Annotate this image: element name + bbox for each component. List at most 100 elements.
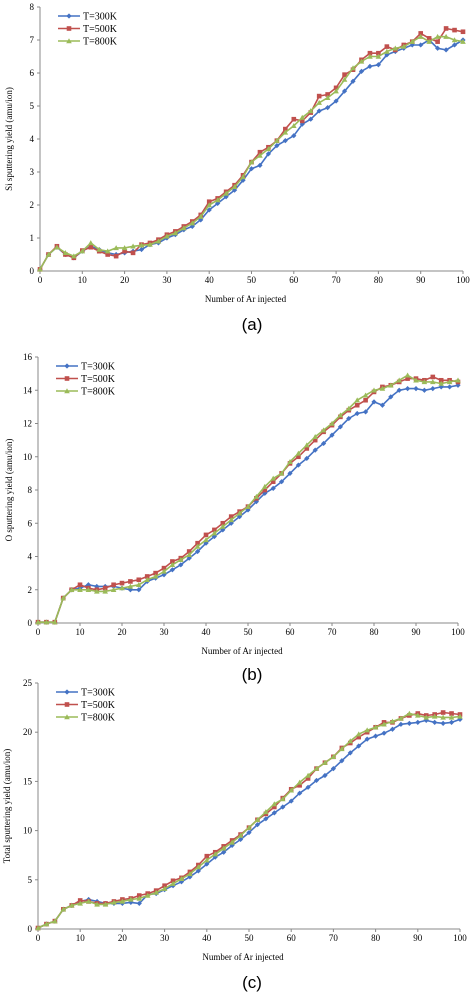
y-tick-label: 0 [30,266,35,276]
x-tick-label: 100 [453,933,467,943]
series-T=300K [35,716,463,931]
data-point [330,754,337,759]
y-tick-label: 6 [30,68,35,78]
data-point [350,78,356,84]
data-point [195,548,201,555]
x-tick-label: 90 [412,627,422,637]
data-point [162,883,167,889]
data-point [426,36,432,41]
series-T=800K [37,33,466,272]
data-point [52,918,58,924]
data-point [220,527,226,533]
data-point [364,736,370,742]
data-point [443,26,449,31]
series-line [38,384,459,624]
data-point [291,123,297,128]
data-point [211,530,218,536]
legend-marker [64,388,70,394]
data-point [203,532,209,538]
data-point [68,902,75,908]
series-line [39,39,464,270]
data-point [37,266,43,272]
data-point [389,718,396,724]
data-point [164,233,170,239]
data-point [272,804,277,810]
data-point [194,543,201,549]
data-point [271,810,277,816]
data-point [144,576,150,582]
data-point [104,248,111,254]
data-point [372,724,379,730]
data-point [161,565,167,571]
data-point [304,446,310,451]
data-point [169,567,175,573]
data-point [355,731,362,737]
data-point [248,159,255,165]
y-tick-label: 5 [28,875,33,885]
data-point [460,29,466,35]
data-point [316,99,322,105]
legend-marker [64,363,70,369]
data-point [415,719,421,725]
x-tick-label: 40 [202,627,212,637]
data-point [229,839,235,845]
data-point [280,804,286,810]
legend-label: T=300K [81,688,116,699]
series-T=800K [35,372,461,625]
data-point [287,458,293,464]
data-point [102,588,108,594]
data-point [363,397,368,403]
data-point [320,427,327,433]
y-axis-label: Total sputtering yield (amu/ion) [2,749,12,864]
data-point [356,734,362,740]
data-point [287,470,293,476]
data-point [295,450,302,456]
data-point [354,410,360,417]
data-point [448,714,455,720]
data-point [307,108,314,114]
legend-marker [64,376,70,381]
data-point [440,714,446,720]
y-tick-label: 4 [28,552,33,562]
data-point [214,197,221,203]
data-point [170,878,176,884]
x-tick-label: 60 [289,275,299,285]
data-point [220,845,227,851]
data-point [375,62,381,68]
data-point [60,906,67,912]
series-line [39,27,464,270]
panel-caption: (a) [242,315,263,334]
data-point [265,146,272,152]
data-point [312,434,318,439]
data-point [452,27,457,33]
series-T=800K [35,710,463,931]
y-tick-label: 8 [30,2,35,12]
legend-label: T=500K [83,24,118,35]
data-point [186,549,192,554]
data-point [136,577,142,583]
data-point [431,713,438,719]
data-point [430,379,436,385]
data-point [392,45,399,51]
y-tick-label: 0 [28,924,33,934]
data-point [94,588,100,594]
data-point [371,387,377,393]
x-tick-label: 30 [162,275,172,285]
data-point [113,253,119,259]
data-point [253,499,259,505]
data-point [43,921,50,927]
data-point [430,385,436,392]
x-tick-label: 10 [78,275,88,285]
data-point [170,880,176,886]
y-tick-label: 1 [30,233,35,243]
data-point [270,485,276,491]
x-tick-label: 100 [456,275,470,285]
data-point [282,129,289,135]
data-point [186,552,192,558]
data-point [204,857,210,863]
data-point [333,85,339,91]
data-point [443,33,449,39]
data-point [342,72,347,77]
data-point [367,63,373,69]
